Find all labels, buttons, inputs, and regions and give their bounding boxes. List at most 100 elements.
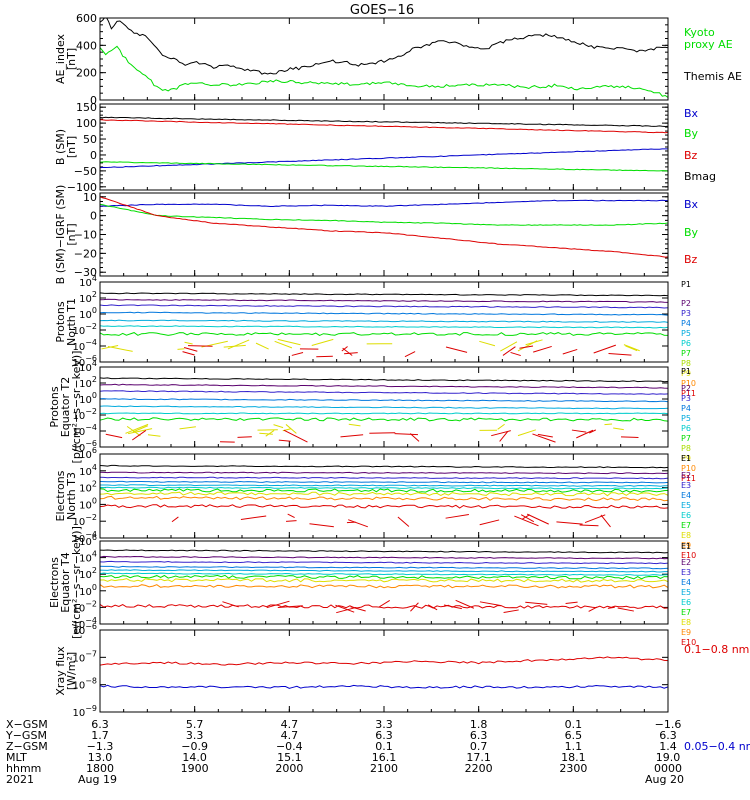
time-axis-row-label: hhmm xyxy=(6,762,41,775)
data-fragment xyxy=(600,514,611,528)
y-axis-label: [e/(cm²−s−sr−keV)] xyxy=(70,526,83,639)
data-fragment xyxy=(519,345,534,349)
y-tick-exponent: −6 xyxy=(85,439,97,448)
legend-entry: E10 xyxy=(681,551,696,560)
series-line xyxy=(100,298,668,303)
data-fragment xyxy=(537,433,553,438)
series-line xyxy=(100,480,668,484)
series-line xyxy=(100,45,668,98)
series-line xyxy=(100,495,668,502)
legend-entry: E8 xyxy=(681,531,691,540)
time-axis-value: 19.0 xyxy=(656,751,681,764)
panel-frame xyxy=(99,192,669,277)
series-line xyxy=(100,565,668,570)
data-fragment xyxy=(132,430,147,441)
data-fragment xyxy=(565,601,578,604)
data-fragment xyxy=(283,429,308,443)
time-axis-value: 6.3 xyxy=(91,718,109,731)
data-fragment xyxy=(291,352,304,356)
time-axis-value: 13.0 xyxy=(88,751,113,764)
legend-entry: E3 xyxy=(681,568,691,577)
legend-entry: E6 xyxy=(681,511,691,520)
data-fragment xyxy=(607,606,615,609)
data-fragment xyxy=(344,352,358,355)
y-tick-label: 100 xyxy=(79,306,97,321)
data-fragment xyxy=(266,600,290,609)
legend-entry: Kyoto xyxy=(684,26,715,39)
series-line xyxy=(100,560,668,565)
series-line xyxy=(100,390,668,395)
time-axis-value: −0.4 xyxy=(276,740,303,753)
legend-entry: E6 xyxy=(681,598,691,607)
data-fragment xyxy=(105,433,123,439)
y-axis-label: B (SM)−IGRF (SM) xyxy=(54,185,67,285)
time-axis-value: 0.7 xyxy=(470,740,488,753)
data-fragment xyxy=(237,436,252,438)
y-tick-label: 104 xyxy=(79,463,97,478)
data-fragment xyxy=(340,434,364,438)
series-line xyxy=(100,304,668,309)
data-fragment xyxy=(479,601,502,607)
y-tick-label: 600 xyxy=(76,12,97,25)
data-fragment xyxy=(510,351,521,357)
data-fragment xyxy=(427,604,438,611)
data-fragment xyxy=(255,342,269,350)
legend-entry: E4 xyxy=(681,578,691,587)
legend-entry: E4 xyxy=(681,491,691,500)
data-fragment xyxy=(579,524,599,527)
time-axis-row-label: Y−GSM xyxy=(5,729,47,742)
series-line xyxy=(100,116,668,128)
y-tick-exponent: −4 xyxy=(85,530,97,539)
data-fragment xyxy=(397,516,410,527)
data-fragment xyxy=(277,605,303,609)
legend-entry: P10 xyxy=(681,379,696,388)
time-axis-value: 18.1 xyxy=(561,751,586,764)
y-tick-label: 400 xyxy=(76,39,97,52)
data-fragment xyxy=(336,606,357,614)
data-fragment xyxy=(125,423,149,434)
data-fragment xyxy=(588,606,598,612)
data-fragment xyxy=(287,513,295,519)
series-line xyxy=(100,572,668,576)
y-axis-label: Protons xyxy=(48,386,61,427)
y-tick-label: 102 xyxy=(79,290,97,305)
time-axis-value: 1.1 xyxy=(565,740,583,753)
y-tick-exponent: −2 xyxy=(85,407,97,416)
y-tick-label: 0 xyxy=(90,94,97,107)
data-fragment xyxy=(410,602,419,612)
time-axis-value: 4.7 xyxy=(281,718,299,731)
y-tick-exponent: 0 xyxy=(92,583,97,592)
data-fragment xyxy=(455,599,475,609)
time-axis-value: 0.1 xyxy=(565,718,583,731)
legend-entry: P5 xyxy=(681,414,691,423)
series-line xyxy=(100,471,668,475)
data-fragment xyxy=(404,351,416,358)
legend-entry: proxy AE xyxy=(684,38,733,51)
y-axis-label: Electrons xyxy=(54,470,67,521)
legend-entry: P7 xyxy=(681,349,691,358)
data-fragment xyxy=(277,338,301,346)
panel-frame xyxy=(99,366,669,448)
data-fragment xyxy=(532,433,556,443)
legend-entry: P3 xyxy=(681,394,691,403)
data-fragment xyxy=(584,514,606,524)
series-group xyxy=(100,18,668,98)
data-fragment xyxy=(147,434,161,437)
time-axis-value: 17.1 xyxy=(466,751,491,764)
legend-entry: Themis AE xyxy=(683,70,742,83)
time-axis-value: 16.1 xyxy=(372,751,397,764)
y-tick-exponent: 2 xyxy=(92,290,97,299)
legend-entry: P8 xyxy=(681,444,691,453)
y-tick-label: 50 xyxy=(83,133,97,146)
data-fragment xyxy=(502,346,516,356)
y-tick-exponent: 2 xyxy=(92,375,97,384)
legend-entry: E10 xyxy=(681,638,696,647)
time-axis-value: 6.3 xyxy=(659,729,677,742)
data-fragment xyxy=(309,523,334,528)
data-fragment xyxy=(409,433,420,442)
